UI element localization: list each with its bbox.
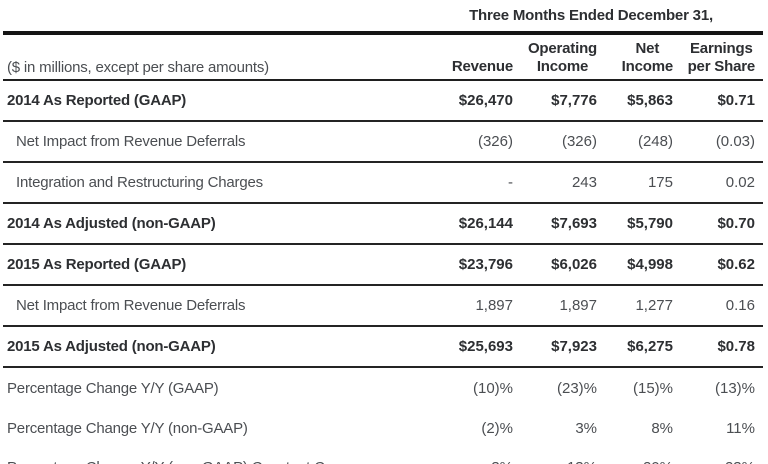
cell-revenue: $26,470	[421, 80, 521, 122]
cell-eps: (13)%	[714, 379, 755, 397]
row-label: Net Impact from Revenue Deferrals	[3, 285, 421, 327]
row-label: Percentage Change Y/Y (non-GAAP) Constan…	[3, 448, 421, 464]
table-row-2015-adjusted: 2015 As Adjusted (non-GAAP) $25,693 $7,9…	[3, 326, 763, 368]
table-row-2014-adjusted: 2014 As Adjusted (non-GAAP) $26,144 $7,6…	[3, 203, 763, 245]
cell-net-income: 175	[605, 162, 681, 204]
column-header-revenue: Revenue	[421, 33, 521, 81]
cell-net-income: $4,998	[605, 244, 681, 286]
cell-revenue: $23,796	[421, 244, 521, 286]
cell-net-income: $5,863	[605, 80, 681, 122]
cell-net-income: 1,277	[605, 285, 681, 327]
cell-revenue: $25,693	[421, 326, 521, 368]
cell-net-income: (248)	[605, 121, 681, 163]
cell-revenue: (2)%	[481, 419, 513, 437]
cell-net-income: $5,790	[605, 203, 681, 245]
table-row-pct-change-non-gaap: Percentage Change Y/Y (non-GAAP) (2)% 3%…	[3, 408, 763, 448]
table-row-net-impact-2015: Net Impact from Revenue Deferrals 1,897 …	[3, 285, 763, 327]
cell-operating-income: 1,897	[521, 285, 605, 327]
cell-eps: 23%	[681, 448, 763, 464]
cell-net-income: $6,275	[605, 326, 681, 368]
row-label: 2015 As Adjusted (non-GAAP)	[3, 326, 421, 368]
cell-eps: 0.02	[681, 162, 763, 204]
column-header-label: Earnings	[690, 40, 753, 57]
row-label: 2014 As Reported (GAAP)	[3, 80, 421, 122]
cell-eps: $0.78	[681, 326, 763, 368]
table-row-pct-change-gaap: Percentage Change Y/Y (GAAP) (10)% (23)%…	[3, 367, 763, 408]
cell-operating-income: 3%	[575, 419, 597, 437]
cell-eps: 11%	[726, 419, 755, 437]
row-label: Percentage Change Y/Y (non-GAAP)	[7, 419, 248, 437]
row-label: Percentage Change Y/Y (GAAP)	[7, 379, 219, 397]
row-label: 2014 As Adjusted (non-GAAP)	[3, 203, 421, 245]
cell-net-income: (15)%	[632, 379, 673, 397]
column-header-label: Income	[536, 58, 589, 75]
column-header-eps: Earnings per Share	[681, 33, 763, 81]
table-row-integration-charges: Integration and Restructuring Charges - …	[3, 162, 763, 204]
table-row-net-impact-2014: Net Impact from Revenue Deferrals (326) …	[3, 121, 763, 163]
cell-eps: $0.71	[681, 80, 763, 122]
cell-eps: (0.03)	[681, 121, 763, 163]
cell-operating-income: $7,776	[521, 80, 605, 122]
units-note: ($ in millions, except per share amounts…	[3, 33, 421, 81]
cell-operating-income: 243	[521, 162, 605, 204]
cell-operating-income: (23)%	[556, 379, 597, 397]
cell-revenue: -	[421, 162, 521, 204]
cell-operating-income: $7,693	[521, 203, 605, 245]
cell-operating-income: 13%	[521, 448, 605, 464]
column-header-label: per Share	[687, 58, 756, 75]
cell-revenue: (10)%	[472, 379, 513, 397]
cell-eps: $0.62	[681, 244, 763, 286]
column-header-operating-income: Operating Income	[521, 33, 605, 81]
table-caption: Three Months Ended December 31,	[469, 7, 713, 24]
cell-eps: 0.16	[681, 285, 763, 327]
cell-operating-income: $6,026	[521, 244, 605, 286]
table-row-2015-reported: 2015 As Reported (GAAP) $23,796 $6,026 $…	[3, 244, 763, 286]
row-label: Integration and Restructuring Charges	[3, 162, 421, 204]
table-header: ($ in millions, except per share amounts…	[3, 33, 763, 81]
column-header-label: Revenue	[451, 58, 513, 75]
table-body: 2014 As Reported (GAAP) $26,470 $7,776 $…	[3, 80, 763, 464]
column-header-label: Income	[621, 58, 674, 75]
cell-revenue: $26,144	[421, 203, 521, 245]
column-header-label: Net	[635, 40, 660, 57]
table-row-pct-change-constant-currency: Percentage Change Y/Y (non-GAAP) Constan…	[3, 448, 763, 464]
cell-revenue: 3%	[421, 448, 521, 464]
row-label: Net Impact from Revenue Deferrals	[3, 121, 421, 163]
header-row: ($ in millions, except per share amounts…	[3, 33, 763, 81]
cell-revenue: 1,897	[421, 285, 521, 327]
table-row-2014-reported: 2014 As Reported (GAAP) $26,470 $7,776 $…	[3, 80, 763, 122]
column-header-label: Operating	[527, 40, 597, 57]
row-label: 2015 As Reported (GAAP)	[3, 244, 421, 286]
cell-net-income: 20%	[605, 448, 681, 464]
cell-revenue: (326)	[421, 121, 521, 163]
cell-eps: $0.70	[681, 203, 763, 245]
column-header-net-income: Net Income	[605, 33, 681, 81]
gaap-reconciliation-table: ($ in millions, except per share amounts…	[3, 31, 763, 464]
cell-operating-income: $7,923	[521, 326, 605, 368]
cell-operating-income: (326)	[521, 121, 605, 163]
cell-net-income: 8%	[651, 419, 673, 437]
